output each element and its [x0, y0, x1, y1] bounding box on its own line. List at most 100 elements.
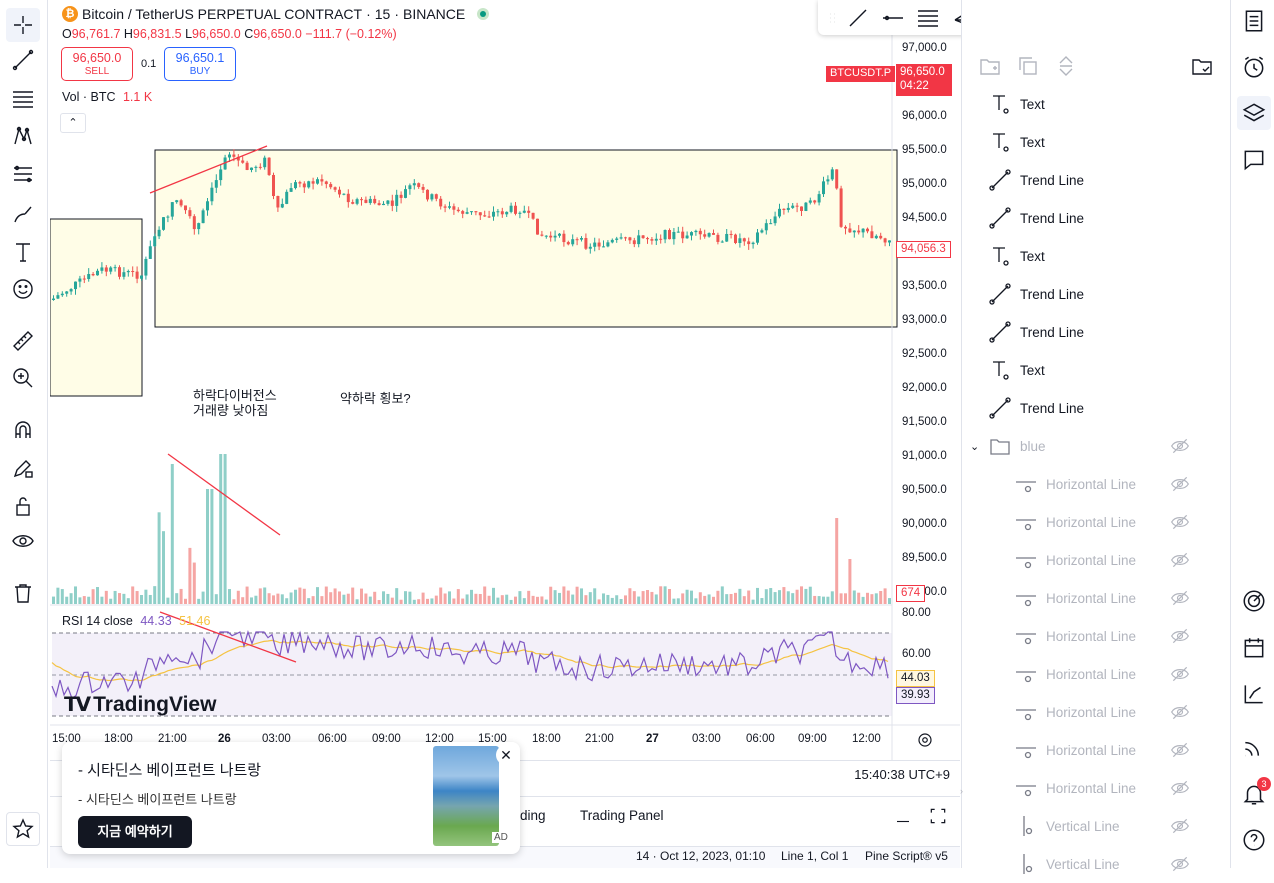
tab-partial[interactable]: ding: [520, 808, 546, 823]
interval-label[interactable]: 15: [374, 6, 391, 22]
symbol-name[interactable]: Bitcoin / TetherUS PERPETUAL CONTRACT: [82, 6, 363, 22]
eye-off-icon[interactable]: [1170, 436, 1190, 456]
draw-horizontal-ray[interactable]: [875, 3, 910, 33]
maximize-panel-button[interactable]: [928, 806, 948, 826]
object-row[interactable]: Vertical Line: [962, 845, 1228, 883]
stream-button[interactable]: [1237, 730, 1271, 764]
object-group-row[interactable]: ⌄ blue: [962, 427, 1228, 465]
emoji-tool[interactable]: [6, 272, 40, 306]
annotation-divergence[interactable]: 하락다이버전스 거래량 낮아짐: [193, 388, 277, 418]
chevron-down-icon[interactable]: ⌄: [970, 440, 980, 453]
object-row[interactable]: Horizontal Line: [962, 541, 1228, 579]
draw-trend-line[interactable]: [840, 3, 875, 33]
object-row[interactable]: Horizontal Line: [962, 579, 1228, 617]
price-axis-label: 90,500.0: [902, 484, 947, 496]
pine-editor-button[interactable]: [1237, 677, 1271, 711]
forecast-tool[interactable]: [6, 157, 40, 191]
eye-off-icon[interactable]: [1170, 816, 1190, 836]
ad-close-button[interactable]: ✕: [496, 745, 516, 765]
remove-drawings[interactable]: [6, 576, 40, 610]
collapse-legend-button[interactable]: ⌃: [60, 113, 86, 133]
chart-canvas[interactable]: [50, 0, 960, 760]
ad-image[interactable]: [433, 746, 499, 846]
chart-pane[interactable]: [50, 0, 960, 760]
alerts-button[interactable]: [1237, 50, 1271, 84]
eye-off-icon[interactable]: [1170, 474, 1190, 494]
draw-parallel-channel[interactable]: [910, 3, 945, 33]
right-sidebar: 3: [1230, 0, 1274, 868]
volume-legend[interactable]: Vol · BTC 1.1 K: [62, 90, 153, 104]
bitcoin-logo-icon: ₿: [62, 6, 78, 22]
annotation-sideways[interactable]: 약하락 횡보?: [340, 391, 411, 406]
candle-body: [360, 199, 363, 201]
tab-trading-panel[interactable]: Trading Panel: [580, 808, 664, 823]
eye-off-icon[interactable]: [1170, 550, 1190, 570]
object-row[interactable]: Horizontal Line: [962, 465, 1228, 503]
calendar-button[interactable]: [1237, 631, 1271, 665]
hide-drawings[interactable]: [6, 524, 40, 558]
object-row[interactable]: Text: [962, 237, 1228, 275]
axis-settings-button[interactable]: [916, 731, 934, 749]
object-tree-button[interactable]: [1237, 96, 1271, 130]
clone-button[interactable]: [1016, 54, 1040, 78]
measure-tool[interactable]: [6, 324, 40, 358]
object-row[interactable]: Trend Line: [962, 199, 1228, 237]
symbol-legend[interactable]: ₿ Bitcoin / TetherUS PERPETUAL CONTRACT …: [62, 6, 490, 22]
move-order-button[interactable]: [1054, 54, 1078, 78]
watchlist-button[interactable]: [1237, 4, 1271, 38]
notifications-button[interactable]: 3: [1237, 777, 1271, 811]
create-group-button[interactable]: [978, 54, 1002, 78]
eye-off-icon[interactable]: [1170, 740, 1190, 760]
object-row[interactable]: Trend Line: [962, 161, 1228, 199]
object-row[interactable]: Trend Line: [962, 275, 1228, 313]
eye-off-icon[interactable]: [1170, 626, 1190, 646]
eye-off-icon[interactable]: [1170, 588, 1190, 608]
fib-tool[interactable]: [6, 81, 40, 115]
buy-button[interactable]: 96,650.1 BUY: [164, 47, 236, 81]
object-row[interactable]: Trend Line: [962, 389, 1228, 427]
trend-line-tool[interactable]: [6, 43, 40, 77]
object-row[interactable]: Horizontal Line: [962, 617, 1228, 655]
object-row[interactable]: Vertical Line: [962, 807, 1228, 845]
eye-off-icon[interactable]: [1170, 854, 1190, 874]
lock-all-drawings[interactable]: [6, 489, 40, 523]
advertisement-popup[interactable]: - 시타딘스 베이프런트 나트랑 - 시타딘스 베이프런트 나트랑 지금 예약하…: [62, 742, 520, 854]
zoom-tool[interactable]: [6, 361, 40, 395]
target-button[interactable]: [1237, 584, 1271, 618]
eye-off-icon[interactable]: [1170, 664, 1190, 684]
ad-cta-button[interactable]: 지금 예약하기: [78, 816, 192, 848]
eye-off-icon[interactable]: [1170, 702, 1190, 722]
eye-off-icon[interactable]: [1170, 512, 1190, 532]
object-row[interactable]: Horizontal Line: [962, 503, 1228, 541]
object-row[interactable]: Trend Line: [962, 313, 1228, 351]
drag-handle[interactable]: [824, 3, 840, 33]
object-row[interactable]: Text: [962, 85, 1228, 123]
text-icon: [988, 358, 1012, 382]
favorites-button[interactable]: [6, 812, 40, 846]
object-row[interactable]: Horizontal Line: [962, 769, 1228, 807]
help-button[interactable]: [1237, 823, 1271, 857]
trend-icon: [988, 168, 1012, 192]
brush-tool[interactable]: [6, 197, 40, 231]
volume-bar: [236, 590, 240, 604]
price-marker: 94,056.3: [896, 241, 951, 258]
chats-button[interactable]: [1237, 143, 1271, 177]
volume-bar: [166, 597, 170, 604]
eye-off-icon[interactable]: [1170, 778, 1190, 798]
object-row[interactable]: Text: [962, 123, 1228, 161]
collapse-panel-handle[interactable]: ›: [960, 786, 963, 796]
sell-button[interactable]: 96,650.0 SELL: [61, 47, 133, 81]
magnet-tool[interactable]: [6, 413, 40, 447]
text-tool[interactable]: [6, 235, 40, 269]
manage-folders-button[interactable]: [1190, 54, 1214, 78]
lock-drawing-mode[interactable]: [6, 451, 40, 485]
object-row[interactable]: Horizontal Line: [962, 693, 1228, 731]
rsi-legend[interactable]: RSI 14 close 44.33 51.46: [62, 614, 211, 628]
object-row[interactable]: Text: [962, 351, 1228, 389]
minimize-panel-button[interactable]: [894, 808, 912, 826]
object-row[interactable]: Horizontal Line: [962, 655, 1228, 693]
crosshair-tool[interactable]: [6, 8, 40, 42]
pattern-tool[interactable]: [6, 119, 40, 153]
clock-display[interactable]: 15:40:38 UTC+9: [854, 767, 950, 782]
object-row[interactable]: Horizontal Line: [962, 731, 1228, 769]
